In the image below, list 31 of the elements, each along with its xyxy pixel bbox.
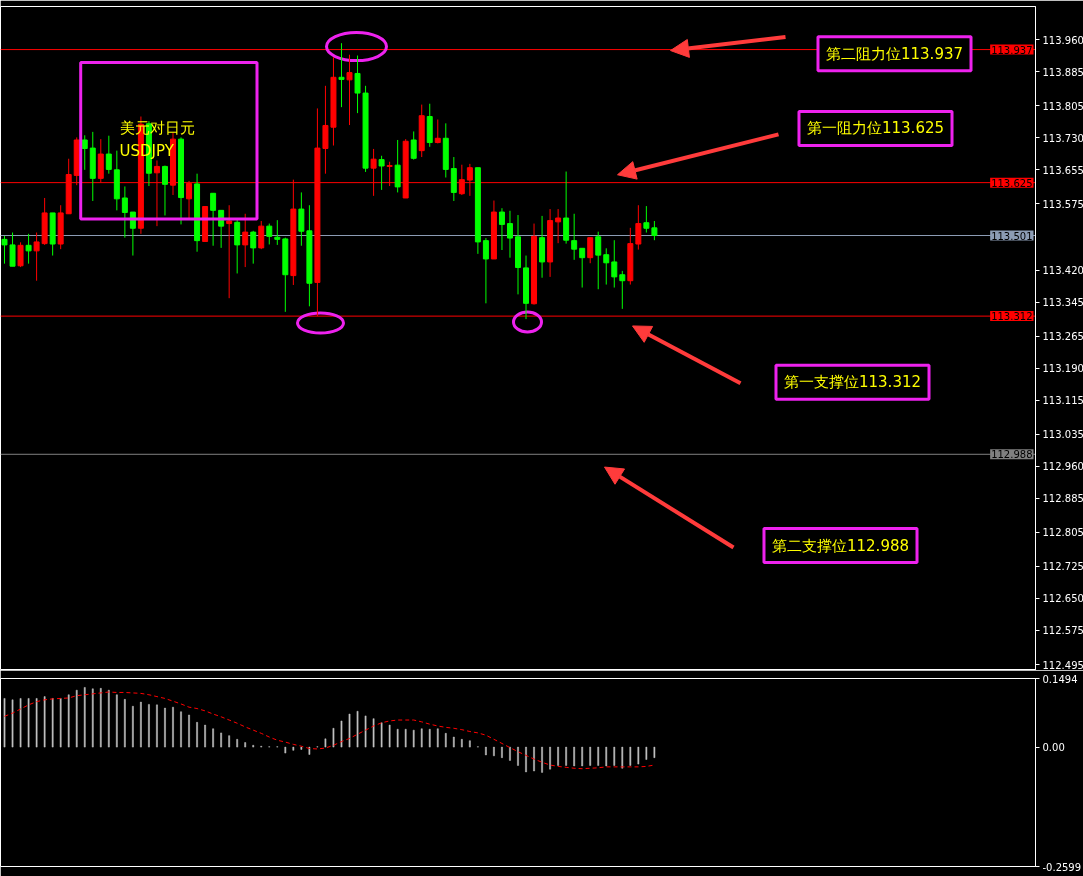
y-tick-label: 112.725 — [1042, 561, 1083, 573]
y-tick-label: 0.1494 — [1042, 673, 1078, 685]
y-tick-label: 113.655 — [1042, 164, 1083, 176]
y-tick-label: -0.2599 — [1042, 861, 1082, 873]
ref-line-label: 113.937 — [991, 44, 1033, 56]
y-tick-label: 113.960 — [1042, 34, 1083, 46]
annotation: 第一支撑位113.312 — [783, 373, 922, 392]
y-tick-label: 112.805 — [1042, 527, 1083, 539]
y-tick-label: 113.730 — [1042, 132, 1083, 144]
ref-line-label: 113.501 — [991, 230, 1033, 242]
y-tick-label: 113.190 — [1042, 363, 1083, 375]
y-tick-label: 113.420 — [1042, 265, 1083, 277]
annotation: 第二阻力位113.937 — [825, 44, 964, 63]
y-tick-label: 112.575 — [1042, 625, 1083, 637]
y-tick-label: 112.885 — [1042, 493, 1083, 505]
y-tick-label: 113.115 — [1042, 395, 1083, 407]
y-tick-label: 112.495 — [1042, 659, 1083, 671]
y-tick-label: 112.960 — [1042, 461, 1083, 473]
ref-line-label: 113.312 — [991, 311, 1033, 323]
y-tick-label: 113.805 — [1042, 100, 1083, 112]
y-tick-label: 113.575 — [1042, 198, 1083, 210]
y-tick-label: 113.885 — [1042, 66, 1083, 78]
y-tick-label: 113.345 — [1042, 297, 1083, 309]
y-tick-label: 0.00 — [1042, 742, 1065, 754]
ref-line-label: 113.625 — [991, 177, 1033, 189]
annotation: 第二支撑位112.988 — [771, 536, 910, 555]
y-tick-label: 112.650 — [1042, 593, 1083, 605]
ref-line-label: 112.988 — [991, 449, 1033, 461]
y-tick-label: 113.265 — [1042, 331, 1083, 343]
y-tick-label: 113.035 — [1042, 429, 1083, 441]
annotation: 第一阻力位113.625 — [806, 119, 945, 138]
